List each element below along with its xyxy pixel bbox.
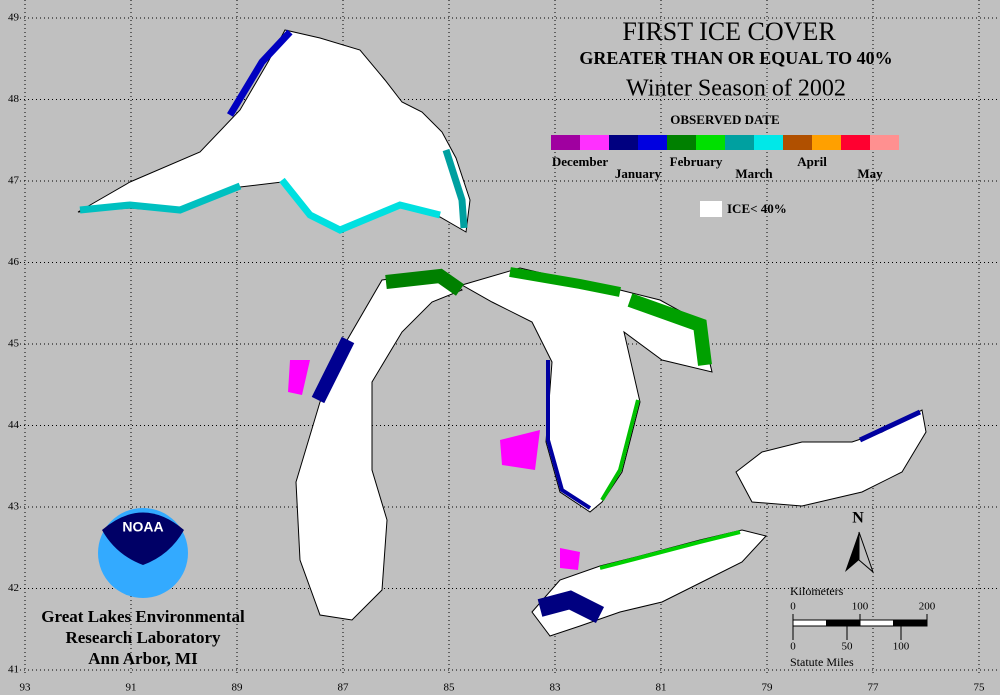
- north-arrow: [845, 532, 859, 572]
- lake-superior: [77, 29, 471, 233]
- scale-mi-label: 100: [893, 641, 910, 653]
- scale-km-label: 200: [919, 601, 936, 613]
- ice-band: [600, 399, 640, 502]
- ice-band: [858, 409, 922, 443]
- legend-swatch: [812, 135, 841, 150]
- ice-band: [509, 267, 621, 297]
- lab-line: Research Laboratory: [65, 628, 221, 647]
- lake-michigan: [295, 271, 463, 621]
- ice-band: [442, 148, 468, 229]
- legend-label: February: [670, 154, 723, 169]
- legend-swatch: [667, 135, 696, 150]
- longitude-label: 77: [868, 682, 880, 694]
- legend-swatch: [870, 135, 899, 150]
- scale-segment: [826, 619, 861, 627]
- logo-text: NOAA: [122, 519, 163, 535]
- legend-swatch: [580, 135, 609, 150]
- longitude-label: 75: [974, 682, 986, 694]
- ice-patch: [288, 360, 310, 395]
- legend-title: OBSERVED DATE: [670, 112, 779, 127]
- ice-band: [279, 177, 441, 234]
- ice-bands: [79, 29, 922, 624]
- latitude-label: 43: [8, 501, 20, 513]
- legend-label: December: [552, 154, 609, 169]
- longitude-label: 83: [550, 682, 562, 694]
- ice-band: [385, 268, 465, 296]
- ice-patch: [500, 430, 540, 470]
- scale-bar: 0 100 200 0 50 100: [790, 601, 936, 653]
- latitude-label: 42: [8, 582, 19, 594]
- no-ice-label: ICE< 40%: [727, 201, 787, 216]
- scale-segment: [859, 619, 894, 627]
- legend-swatch: [725, 135, 754, 150]
- north-arrow: [858, 531, 875, 574]
- latitude-label: 44: [8, 419, 20, 431]
- latitude-label: 46: [8, 256, 20, 268]
- latitude-label: 48: [8, 93, 20, 105]
- lab-line: Ann Arbor, MI: [88, 649, 198, 668]
- legend-swatch: [783, 135, 812, 150]
- longitude-label: 93: [20, 682, 32, 694]
- logo-bird: [102, 512, 184, 565]
- legend-label: April: [797, 154, 827, 169]
- ice-band: [546, 360, 592, 510]
- ice-band: [599, 530, 741, 570]
- scale-km-label: 100: [852, 601, 869, 613]
- longitude-label: 87: [338, 682, 350, 694]
- noaa-logo: NOAA: [98, 508, 188, 598]
- title: FIRST ICE COVER: [622, 17, 836, 46]
- longitude-label: 81: [656, 682, 667, 694]
- legend-label: January: [615, 166, 662, 181]
- north-label: N: [852, 510, 864, 527]
- scale-mi-label: 50: [842, 641, 854, 653]
- ice-patch: [560, 548, 580, 570]
- season: Winter Season of 2002: [626, 76, 846, 102]
- latitude-label: 45: [8, 338, 20, 350]
- legend-swatch: [841, 135, 870, 150]
- ice-band: [537, 590, 605, 624]
- scale-mi-label: 0: [790, 641, 796, 653]
- ice-band: [627, 293, 712, 366]
- legend: December January February March April May: [551, 135, 899, 181]
- scale-segment: [792, 619, 827, 627]
- ice-band: [79, 182, 242, 214]
- legend-swatch: [638, 135, 667, 150]
- legend-label: May: [857, 166, 883, 181]
- latitude-label: 49: [8, 12, 20, 24]
- longitude-label: 89: [232, 682, 244, 694]
- lab-line: Great Lakes Environmental: [41, 607, 245, 626]
- latitude-label: 47: [8, 175, 20, 187]
- legend-swatch: [551, 135, 580, 150]
- legend-swatch: [754, 135, 783, 150]
- ice-band: [227, 29, 293, 117]
- scale-km-label: 0: [790, 601, 796, 613]
- legend-label: March: [735, 166, 773, 181]
- no-ice-swatch: [700, 201, 722, 217]
- legend-swatch: [696, 135, 725, 150]
- legend-swatch: [609, 135, 638, 150]
- longitude-label: 79: [762, 682, 774, 694]
- longitude-label: 85: [444, 682, 456, 694]
- scale-mi-title: Statute Miles: [790, 655, 854, 669]
- latitude-label: 41: [8, 664, 19, 676]
- scale-km-title: Kilometers: [790, 584, 844, 598]
- subtitle: GREATER THAN OR EQUAL TO 40%: [579, 48, 892, 68]
- scale-segment: [893, 619, 928, 627]
- longitude-label: 91: [126, 682, 137, 694]
- ice-band: [311, 336, 355, 404]
